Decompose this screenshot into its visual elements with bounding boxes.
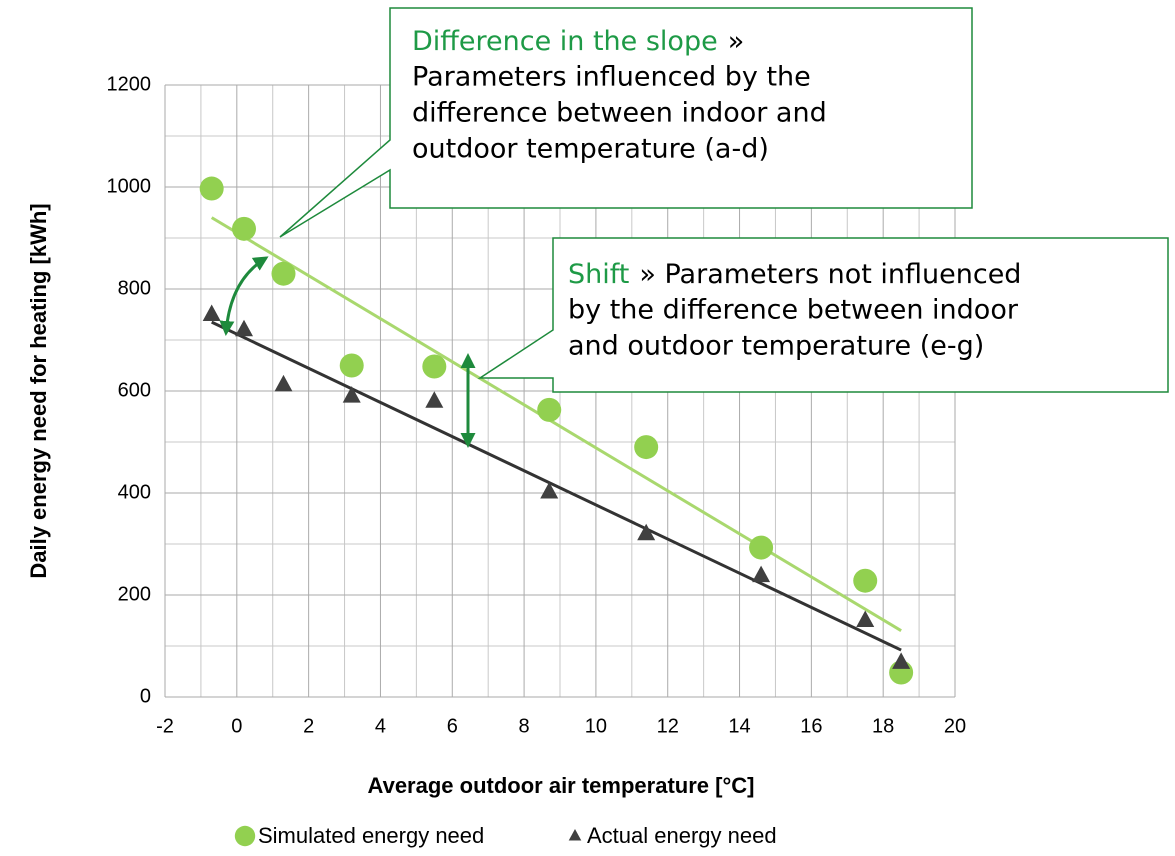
annotation-line: » — [728, 26, 745, 57]
point — [749, 535, 774, 560]
point — [342, 386, 361, 403]
x-tick-label: -2 — [156, 715, 174, 737]
point — [274, 374, 293, 392]
x-axis-title: Average outdoor air temperature [°C] — [368, 773, 755, 798]
y-tick-label: 1000 — [107, 175, 152, 197]
annotation-highlight: Shift — [568, 259, 629, 290]
annotation-line: and outdoor temperature (e-g) — [568, 331, 984, 362]
point — [892, 652, 911, 669]
legend-label: Simulated energy need — [258, 823, 484, 848]
x-tick-label: 8 — [519, 715, 530, 737]
point — [422, 354, 447, 379]
x-tick-label: 14 — [728, 715, 750, 737]
y-tick-label: 600 — [118, 379, 151, 401]
y-axis-title: Daily energy need for heating [kWh] — [26, 203, 51, 578]
point — [853, 568, 878, 593]
legend-label: Actual energy need — [587, 823, 777, 848]
callout-box — [279, 7, 973, 238]
x-tick-label: 6 — [447, 715, 458, 737]
annotation-line: outdoor temperature (a-d) — [412, 134, 769, 165]
marks — [199, 176, 914, 685]
x-tick-label: 2 — [303, 715, 314, 737]
point — [199, 176, 224, 201]
x-tick-label: 0 — [231, 715, 242, 737]
point — [856, 610, 875, 627]
legend-marker — [234, 825, 256, 847]
legend: Simulated energy need Actual energy need — [234, 823, 777, 848]
y-tick-label: 200 — [118, 583, 151, 605]
y-tick-label: 1200 — [107, 73, 152, 95]
y-tick-label: 400 — [118, 481, 151, 503]
point — [235, 319, 253, 337]
point — [752, 565, 771, 583]
annotations: Difference in the slope » Parameters influ… — [412, 26, 1021, 362]
point — [637, 523, 656, 541]
slope-arrow — [219, 256, 269, 336]
point — [634, 435, 659, 460]
point — [540, 481, 559, 499]
x-tick-label: 16 — [800, 715, 822, 737]
point — [537, 397, 562, 422]
y-tick-label: 0 — [140, 685, 151, 707]
annotation-text: Difference in the slope » — [412, 26, 744, 57]
point — [271, 261, 296, 286]
trend-line — [210, 216, 902, 632]
point — [202, 304, 221, 321]
x-tick-label: 20 — [944, 715, 966, 737]
y-tick-label: 800 — [118, 277, 151, 299]
point — [232, 216, 256, 241]
legend-marker — [568, 829, 582, 841]
callout-box — [477, 237, 1169, 393]
trend-line — [211, 320, 902, 652]
x-tick-label: 4 — [375, 715, 386, 737]
annotation-text: Shift » Parameters not influenced — [568, 259, 1021, 290]
annotation-highlight: Difference in the slope — [412, 26, 718, 57]
annotation-line: » Parameters not influenced — [639, 259, 1021, 290]
x-tick-label: 10 — [585, 715, 607, 737]
annotation-line: Parameters influenced by the — [412, 62, 811, 93]
point — [425, 391, 444, 408]
annotation-line: difference between indoor and — [412, 98, 827, 129]
x-tick-label: 12 — [657, 715, 679, 737]
x-tick-label: 18 — [872, 715, 894, 737]
point — [339, 353, 364, 378]
annotation-line: by the difference between indoor — [568, 295, 1019, 326]
